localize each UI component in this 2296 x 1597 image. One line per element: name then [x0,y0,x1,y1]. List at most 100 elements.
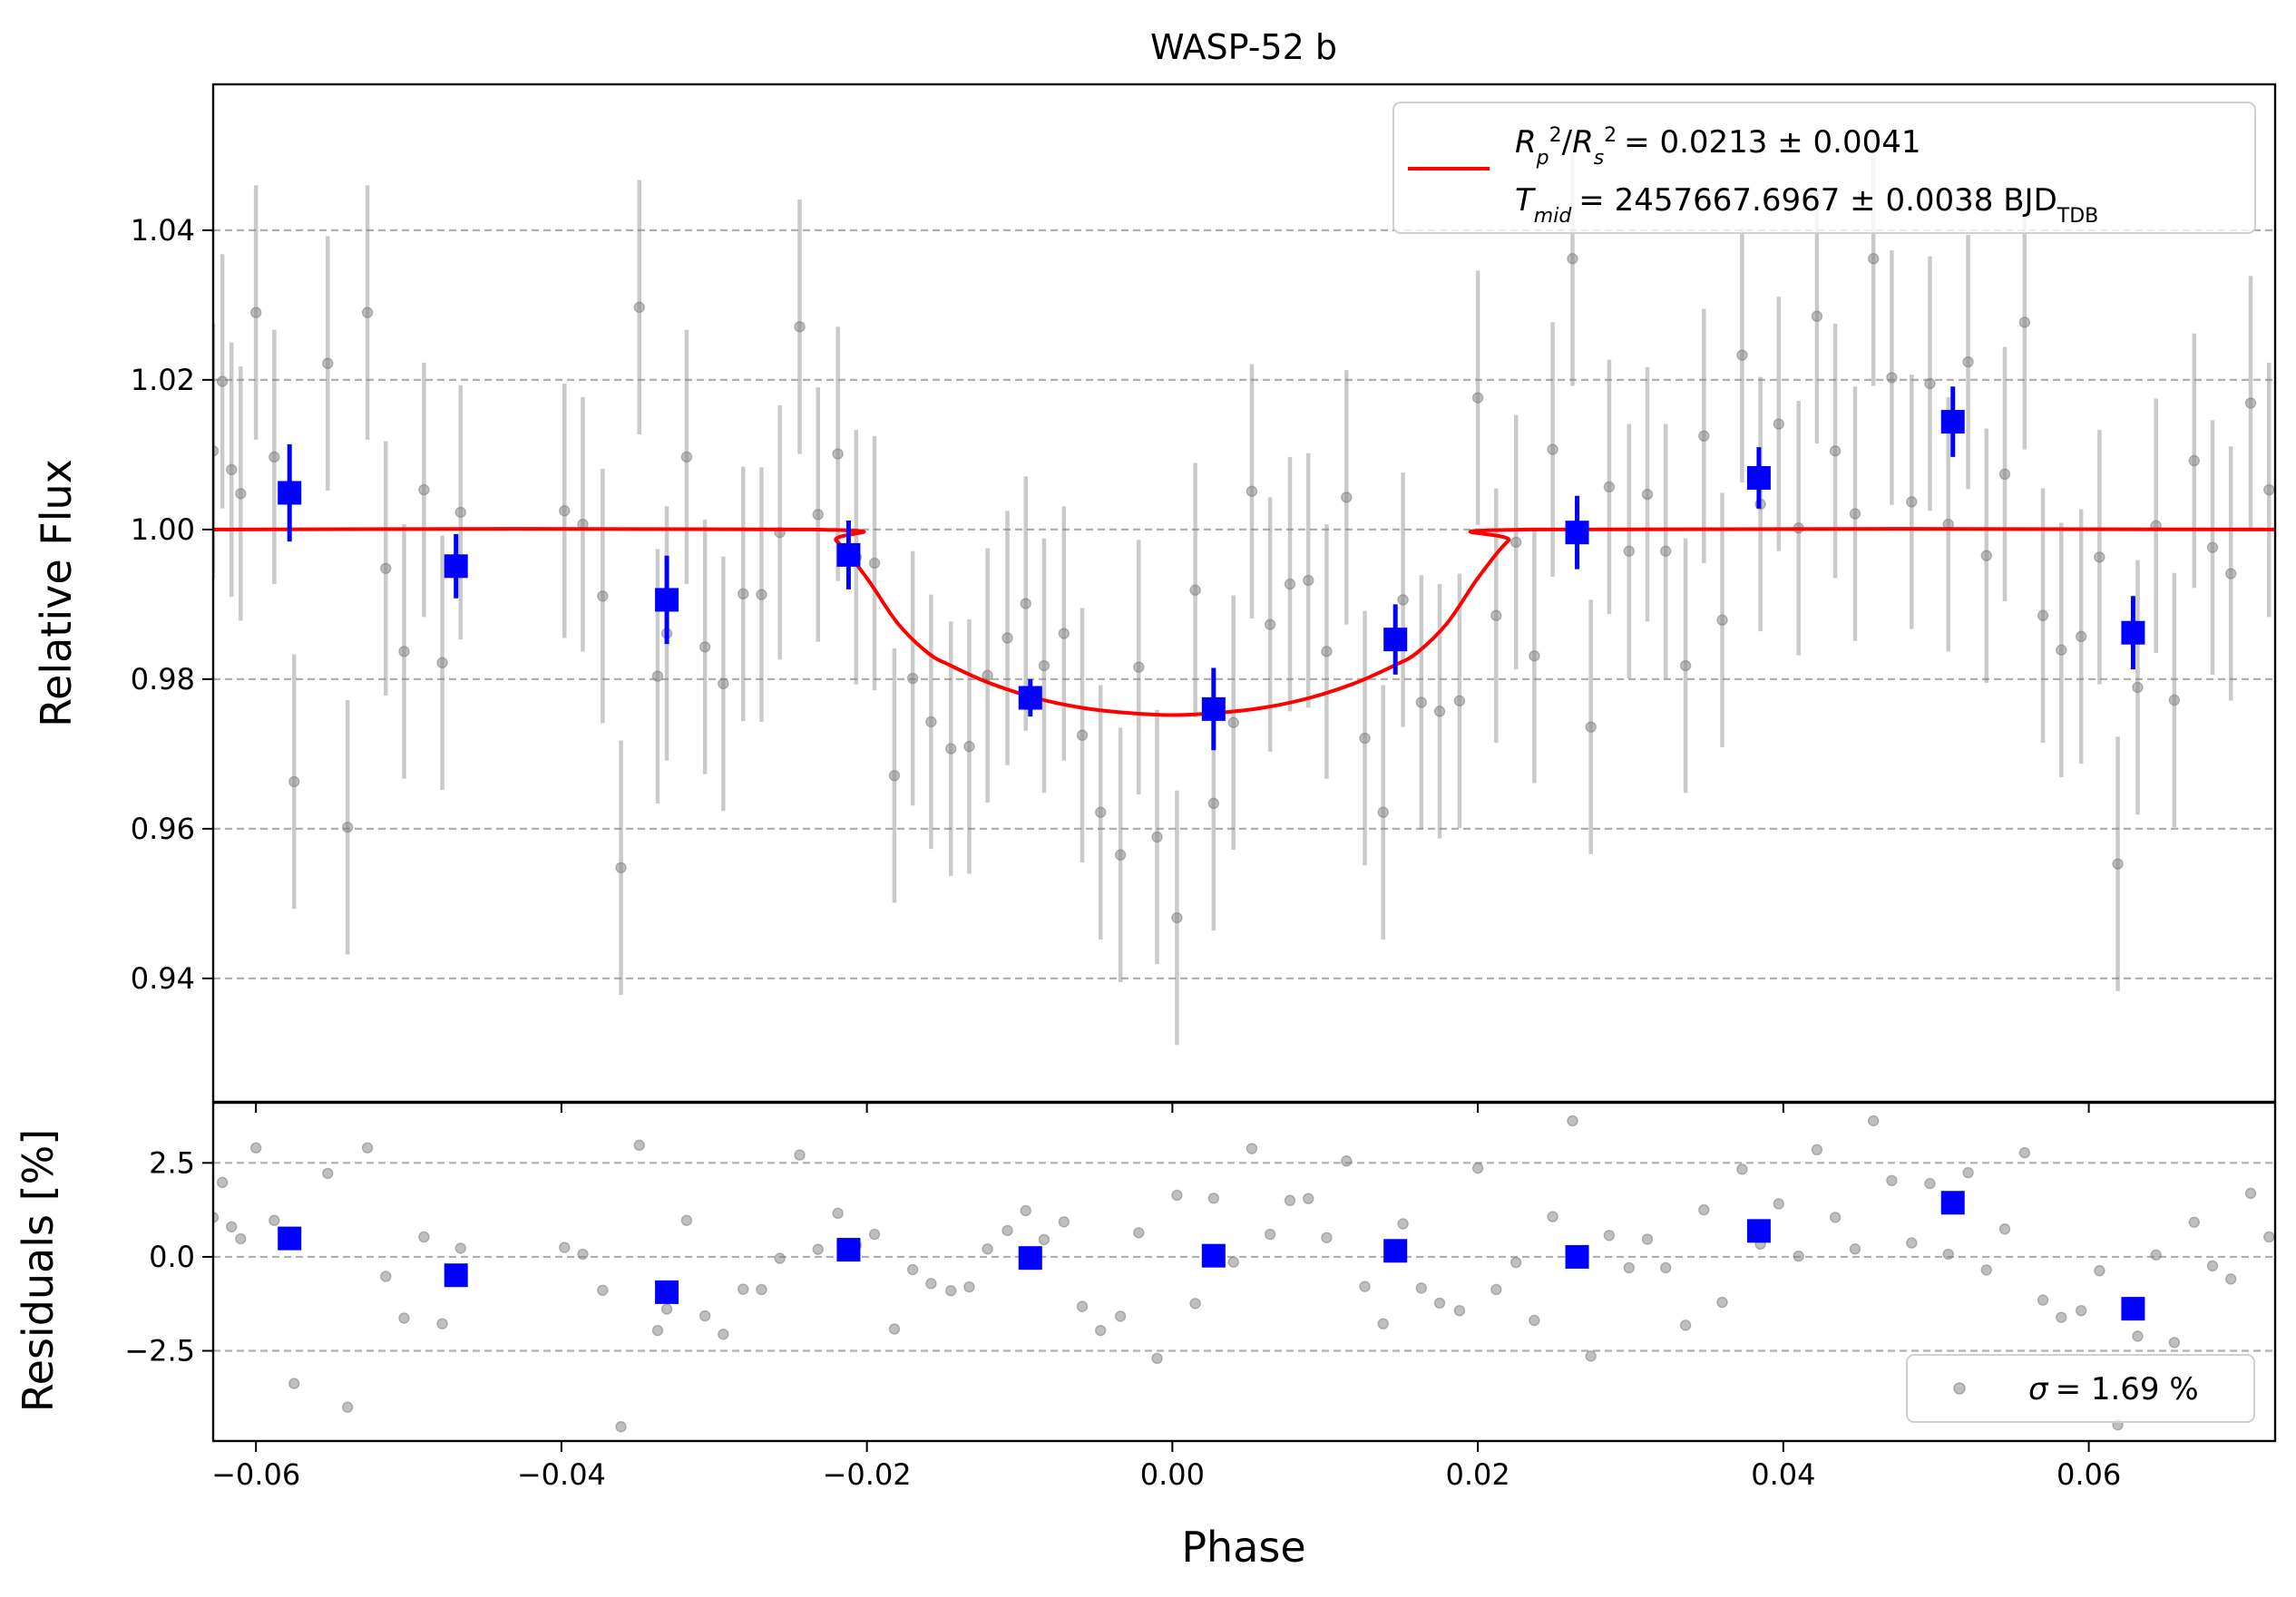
residual-raw-point [651,1324,664,1337]
residual-raw-point [1829,1212,1842,1223]
residual-raw-point [794,1149,806,1161]
residual-raw-point [1641,1233,1654,1245]
residual-raw-point [963,1281,975,1293]
legend-rp-entry: Rp2/Rs2 = 0.0213 ± 0.0041 [1515,124,1921,170]
residual-raw-point [2206,1260,2219,1272]
raw-point [868,557,881,570]
chart-title: WASP-52 b [1150,27,1337,67]
residual-raw-point [1623,1261,1635,1274]
residual-raw-point [832,1207,844,1220]
residual-raw-point [577,1248,589,1261]
bottom-y-axis-label: Residuals [%] [14,1129,63,1412]
residual-raw-point [699,1310,711,1322]
top-raw-errorbars [213,131,2272,1046]
raw-point [249,307,262,318]
raw-point [1038,659,1050,672]
raw-point [1509,536,1522,549]
raw-point [1773,418,1784,430]
legend-residual-swatch [1953,1382,1966,1395]
residual-raw-point [1660,1261,1672,1274]
residual-binned-point [1565,1244,1589,1269]
residual-raw-point [1246,1143,1258,1154]
top-y-tick-label: 1.02 [131,363,195,397]
x-tick-label: 0.00 [1140,1457,1205,1492]
residual-raw-point [2150,1249,2162,1261]
residual-raw-point [1942,1248,1954,1261]
raw-point [1227,716,1239,728]
residual-raw-point [1471,1162,1484,1174]
raw-point [925,716,937,728]
legend-rp-value: = 0.0213 ± 0.0041 [1624,124,1920,161]
raw-point [1886,372,1898,384]
residual-binned-points [278,1191,2145,1321]
raw-point [945,743,957,755]
residual-raw-point [2263,1231,2275,1243]
residual-raw-point [1341,1155,1353,1167]
bottom-legend-box [1906,1354,2255,1423]
residual-raw-point [1207,1193,1220,1204]
legend-tmid-sub: TDB [2057,205,2098,228]
raw-point [1998,468,2011,481]
raw-point [597,590,609,602]
residual-raw-point [1020,1204,1031,1217]
raw-point [436,657,448,668]
x-tick-label: 0.02 [1445,1457,1509,1492]
raw-point [1377,806,1389,818]
x-tick-label: 0.06 [2057,1457,2121,1492]
raw-point [1453,695,1466,706]
residual-raw-point [615,1421,627,1433]
transit-model [213,526,2275,717]
bottom-y-tick-label: −2.5 [124,1334,195,1368]
raw-point [1924,377,1936,390]
residual-raw-point [945,1285,957,1297]
raw-point [398,646,410,657]
raw-point [906,672,919,685]
raw-point [2037,609,2049,621]
top-y-tick-label: 0.98 [131,662,195,696]
raw-point [2075,630,2087,643]
residual-binned-point [1940,1191,1965,1215]
raw-point [1415,696,1428,708]
top-y-axis-label: Relative Flux [32,459,81,727]
x-tick-label: −0.02 [823,1457,912,1492]
residual-raw-point [1415,1282,1428,1294]
binned-point [1565,521,1589,545]
raw-point [1020,598,1031,609]
raw-point [216,375,229,387]
residual-raw-point [812,1243,824,1255]
residual-raw-point [2244,1187,2257,1200]
residual-binned-point [655,1280,679,1304]
residual-raw-point [1227,1256,1239,1268]
residual-raw-point [361,1142,374,1154]
raw-point [1001,632,1013,644]
raw-point [288,775,300,788]
binned-point [278,481,302,505]
residual-raw-point [2075,1304,2087,1317]
raw-point [812,509,824,521]
raw-point [1246,485,1258,497]
residual-binned-point [1201,1243,1226,1268]
legend-tmid-value: = 2457667.6967 ± 0.0038 BJD [1578,182,2057,219]
raw-point [1660,545,1672,557]
raw-point [2224,568,2237,579]
binned-point [655,588,679,612]
raw-point [1341,492,1353,503]
raw-point [341,822,354,833]
binned-point [2121,620,2145,645]
raw-point [1171,911,1183,924]
raw-point [756,589,767,600]
residual-binned-point [1383,1239,1408,1263]
raw-point [1490,609,1502,621]
raw-point [1151,831,1163,843]
residual-raw-point [341,1401,354,1413]
residual-raw-point [398,1312,410,1324]
legend-sigma-value: = 1.69 % [2056,1371,2199,1407]
residual-raw-point [774,1252,786,1264]
residual-raw-point [1171,1189,1183,1202]
raw-point [651,670,664,682]
residual-binned-point [1746,1219,1771,1243]
raw-point [1284,578,1296,590]
bottom-y-tick-label: 2.5 [149,1145,195,1180]
